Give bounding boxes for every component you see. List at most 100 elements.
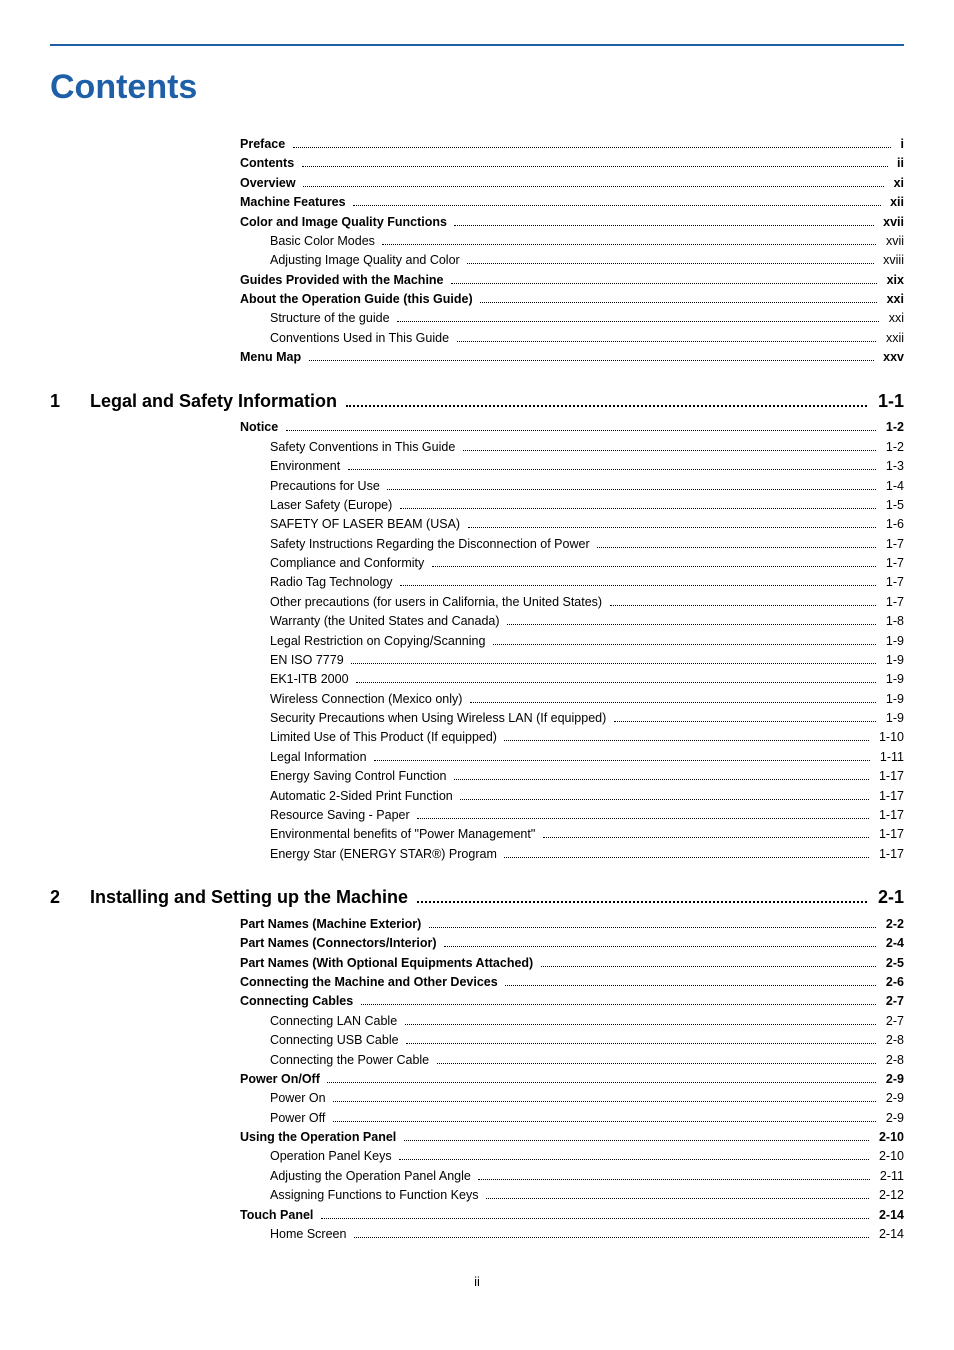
toc-entry[interactable]: Assigning Functions to Function Keys 2-1… (270, 1186, 904, 1205)
leader (327, 1082, 876, 1083)
leader (361, 1004, 877, 1005)
toc-entry[interactable]: Power On/Off 2-9 (240, 1070, 904, 1089)
toc-page: 1-9 (884, 670, 904, 689)
toc-entry[interactable]: Environmental benefits of "Power Managem… (270, 825, 904, 844)
toc-entry[interactable]: Energy Saving Control Function 1-17 (270, 767, 904, 786)
toc-entry[interactable]: Structure of the guide xxi (270, 309, 904, 328)
toc-entry[interactable]: Compliance and Conformity 1-7 (270, 554, 904, 573)
toc-label: About the Operation Guide (this Guide) (240, 290, 473, 309)
toc-entry[interactable]: Limited Use of This Product (If equipped… (270, 728, 904, 747)
leader (457, 341, 877, 342)
toc-entry[interactable]: Radio Tag Technology 1-7 (270, 573, 904, 592)
toc-page: i (899, 135, 904, 154)
toc-entry[interactable]: EN ISO 7779 1-9 (270, 651, 904, 670)
toc-entry[interactable]: Part Names (With Optional Equipments Att… (240, 954, 904, 973)
toc-page: xxi (887, 309, 904, 328)
leader (417, 901, 867, 903)
toc-label: Connecting LAN Cable (270, 1012, 397, 1031)
chapter-heading[interactable]: 2 Installing and Setting up the Machine … (50, 884, 904, 912)
toc-entry[interactable]: Precautions for Use 1-4 (270, 477, 904, 496)
toc-entry[interactable]: Adjusting the Operation Panel Angle 2-11 (270, 1167, 904, 1186)
toc-page: 2-14 (877, 1206, 904, 1225)
toc-entry[interactable]: Part Names (Machine Exterior) 2-2 (240, 915, 904, 934)
page-title: Contents (50, 68, 904, 107)
toc-entry[interactable]: About the Operation Guide (this Guide) x… (240, 290, 904, 309)
toc-entry[interactable]: Power Off 2-9 (270, 1109, 904, 1128)
toc-entry[interactable]: Resource Saving - Paper 1-17 (270, 806, 904, 825)
toc-page: 1-17 (877, 845, 904, 864)
toc-label: Part Names (Connectors/Interior) (240, 934, 437, 953)
toc-entry[interactable]: Part Names (Connectors/Interior) 2-4 (240, 934, 904, 953)
toc-entry[interactable]: Guides Provided with the Machine xix (240, 271, 904, 290)
leader (454, 779, 870, 780)
toc-entry[interactable]: Machine Features xii (240, 193, 904, 212)
toc-page: xxi (885, 290, 904, 309)
toc-label: Conventions Used in This Guide (270, 329, 449, 348)
leader (451, 283, 877, 284)
toc-label: Connecting USB Cable (270, 1031, 399, 1050)
toc-entry[interactable]: Connecting USB Cable 2-8 (270, 1031, 904, 1050)
toc-entry[interactable]: Legal Restriction on Copying/Scanning 1-… (270, 632, 904, 651)
leader (333, 1121, 877, 1122)
toc-page: 1-5 (884, 496, 904, 515)
toc-entry[interactable]: Menu Map xxv (240, 348, 904, 367)
toc-page: 1-7 (884, 593, 904, 612)
toc-entry[interactable]: Notice 1-2 (240, 418, 904, 437)
toc-entry[interactable]: EK1-ITB 2000 1-9 (270, 670, 904, 689)
toc-page: 2-10 (877, 1147, 904, 1166)
toc-entry[interactable]: Basic Color Modes xvii (270, 232, 904, 251)
toc-entry[interactable]: Contents ii (240, 154, 904, 173)
toc-entry[interactable]: Preface i (240, 135, 904, 154)
toc-entry[interactable]: Connecting the Machine and Other Devices… (240, 973, 904, 992)
toc-entry[interactable]: Legal Information 1-11 (270, 748, 904, 767)
toc-entry[interactable]: Operation Panel Keys 2-10 (270, 1147, 904, 1166)
toc-entry[interactable]: Safety Instructions Regarding the Discon… (270, 535, 904, 554)
toc-entry[interactable]: Laser Safety (Europe) 1-5 (270, 496, 904, 515)
toc-entry[interactable]: Overview xi (240, 174, 904, 193)
toc-entry[interactable]: Warranty (the United States and Canada) … (270, 612, 904, 631)
toc-label: Adjusting the Operation Panel Angle (270, 1167, 471, 1186)
toc-page: 2-6 (884, 973, 904, 992)
toc-entry[interactable]: Touch Panel 2-14 (240, 1206, 904, 1225)
toc-label: Power On (270, 1089, 326, 1108)
leader (507, 624, 876, 625)
toc-entry[interactable]: Wireless Connection (Mexico only) 1-9 (270, 690, 904, 709)
chapter-page: 1-1 (876, 388, 904, 416)
toc-entry[interactable]: Security Precautions when Using Wireless… (270, 709, 904, 728)
chapter-heading[interactable]: 1 Legal and Safety Information 1-1 (50, 388, 904, 416)
leader (321, 1218, 870, 1219)
leader (333, 1101, 876, 1102)
toc-entry[interactable]: Color and Image Quality Functions xvii (240, 213, 904, 232)
toc-page: 1-7 (884, 573, 904, 592)
toc-label: Environmental benefits of "Power Managem… (270, 825, 535, 844)
toc-entry[interactable]: Environment 1-3 (270, 457, 904, 476)
toc-label: Safety Instructions Regarding the Discon… (270, 535, 590, 554)
toc-entry[interactable]: Adjusting Image Quality and Color xviii (270, 251, 904, 270)
toc-entry[interactable]: Energy Star (ENERGY STAR®) Program 1-17 (270, 845, 904, 864)
toc-page: 2-10 (877, 1128, 904, 1147)
toc-entry[interactable]: Using the Operation Panel 2-10 (240, 1128, 904, 1147)
leader (467, 263, 874, 264)
toc-entry[interactable]: SAFETY OF LASER BEAM (USA) 1-6 (270, 515, 904, 534)
toc-label: Connecting the Machine and Other Devices (240, 973, 498, 992)
toc-label: Home Screen (270, 1225, 346, 1244)
toc-entry[interactable]: Connecting Cables 2-7 (240, 992, 904, 1011)
toc-label: Safety Conventions in This Guide (270, 438, 455, 457)
toc-page: 2-7 (884, 992, 904, 1011)
toc-entry[interactable]: Connecting LAN Cable 2-7 (270, 1012, 904, 1031)
toc: Preface iContents iiOverview xiMachine F… (50, 135, 904, 1244)
toc-entry[interactable]: Automatic 2-Sided Print Function 1-17 (270, 787, 904, 806)
leader (460, 799, 869, 800)
toc-entry[interactable]: Power On 2-9 (270, 1089, 904, 1108)
toc-entry[interactable]: Connecting the Power Cable 2-8 (270, 1051, 904, 1070)
toc-entry[interactable]: Other precautions (for users in Californ… (270, 593, 904, 612)
toc-entry[interactable]: Safety Conventions in This Guide 1-2 (270, 438, 904, 457)
toc-label: Connecting the Power Cable (270, 1051, 429, 1070)
leader (432, 566, 877, 567)
chapter-items: Part Names (Machine Exterior) 2-2Part Na… (50, 915, 904, 1244)
toc-entry[interactable]: Home Screen 2-14 (270, 1225, 904, 1244)
toc-entry[interactable]: Conventions Used in This Guide xxii (270, 329, 904, 348)
toc-page: ii (895, 154, 904, 173)
toc-page: 2-5 (884, 954, 904, 973)
leader (417, 818, 869, 819)
